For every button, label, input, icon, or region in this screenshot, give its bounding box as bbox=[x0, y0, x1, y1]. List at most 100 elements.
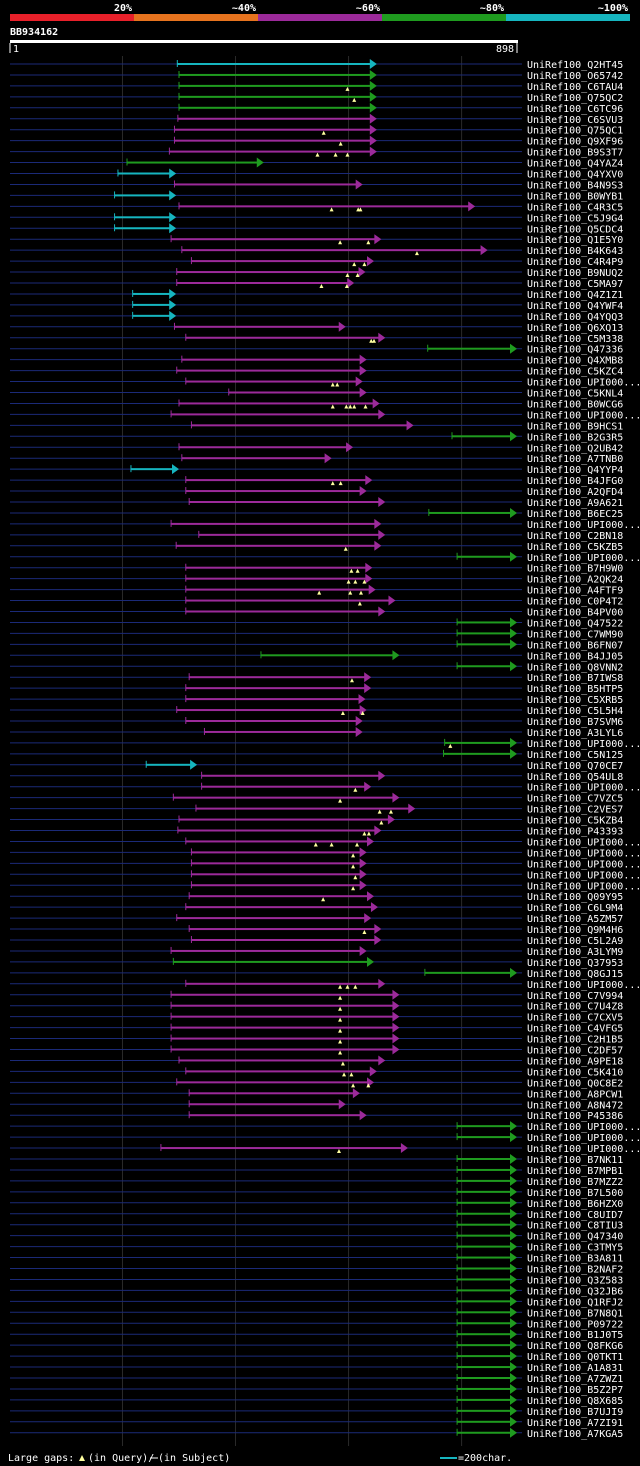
query-gap-marker bbox=[338, 1017, 343, 1022]
hit-arrowhead bbox=[510, 1132, 517, 1143]
hit-arrowhead bbox=[369, 124, 377, 135]
hit-label: UniRef100_B0WCG6 bbox=[527, 399, 623, 410]
hit-arrowhead bbox=[510, 628, 517, 639]
hit-label: UniRef100_C5L2A9 bbox=[527, 936, 623, 947]
hit-label: UniRef100_B7IWS8 bbox=[527, 673, 623, 684]
hit-label: UniRef100_A7TNB0 bbox=[527, 454, 623, 465]
hit-arrowhead bbox=[510, 1197, 517, 1208]
hit-arrowhead bbox=[369, 102, 377, 113]
hit-label: UniRef100_B6FN07 bbox=[527, 640, 623, 651]
hit-arrowhead bbox=[378, 497, 386, 507]
hit-label: UniRef100_UPI000... bbox=[527, 980, 640, 991]
hit-label: UniRef100_Q09Y95 bbox=[527, 892, 623, 903]
hit-bar bbox=[457, 1278, 511, 1281]
query-end-label: 898 bbox=[496, 44, 514, 55]
query-gap-marker bbox=[338, 1050, 343, 1055]
query-gap-marker bbox=[362, 579, 367, 584]
hit-label: UniRef100_Q4YQQ3 bbox=[527, 312, 623, 323]
hit-arrowhead bbox=[355, 726, 363, 737]
hit-label: UniRef100_C3TMY5 bbox=[527, 1243, 623, 1254]
query-gap-marker bbox=[338, 481, 343, 486]
hit-arrowhead bbox=[510, 1329, 517, 1340]
hit-arrowhead bbox=[387, 814, 395, 825]
hit-arrowhead bbox=[510, 1373, 517, 1383]
hit-label: UniRef100_C5MA97 bbox=[527, 279, 623, 290]
hit-bar bbox=[427, 347, 511, 350]
hit-label: UniRef100_B7H9W0 bbox=[527, 564, 623, 575]
hit-arrowhead bbox=[359, 847, 367, 858]
hit-bar bbox=[185, 687, 366, 690]
hit-bar bbox=[428, 511, 511, 514]
hit-bar bbox=[173, 796, 394, 799]
hit-label: UniRef100_UPI000... bbox=[527, 1122, 640, 1133]
hit-label: UniRef100_B7UJI9 bbox=[527, 1407, 623, 1418]
hit-bar bbox=[424, 971, 511, 974]
hit-bar bbox=[171, 1004, 394, 1007]
hit-bar bbox=[171, 993, 394, 996]
hit-label: UniRef100_C8UID7 bbox=[527, 1210, 623, 1221]
hit-arrowhead bbox=[338, 321, 346, 332]
hit-label: UniRef100_Q47336 bbox=[527, 345, 623, 356]
hit-label: UniRef100_P45386 bbox=[527, 1111, 623, 1122]
query-gap-marker bbox=[351, 1083, 356, 1088]
hit-bar bbox=[171, 1015, 394, 1018]
query-gap-marker bbox=[317, 590, 322, 595]
hit-bar bbox=[171, 238, 376, 241]
hit-bar bbox=[177, 829, 376, 832]
hit-arrowhead bbox=[364, 672, 372, 683]
hit-arrowhead bbox=[172, 464, 179, 475]
query-gap-marker bbox=[366, 240, 371, 245]
hit-arrowhead bbox=[408, 803, 416, 814]
hit-arrowhead bbox=[355, 716, 363, 726]
hit-bar bbox=[185, 599, 390, 602]
hit-arrowhead bbox=[392, 1000, 400, 1011]
query-gap-marker bbox=[349, 1072, 354, 1077]
query-gap-marker bbox=[352, 262, 357, 267]
query-gap-marker bbox=[349, 678, 354, 683]
identity-color-scale bbox=[10, 14, 630, 21]
hit-bar bbox=[457, 1212, 511, 1215]
hit-label: UniRef100_Q6XQ13 bbox=[527, 323, 623, 334]
hit-bar bbox=[189, 1114, 361, 1117]
hit-arrowhead bbox=[169, 288, 177, 299]
hit-label: UniRef100_C4VFG5 bbox=[527, 1024, 623, 1035]
hit-label: UniRef100_UPI000... bbox=[527, 1133, 640, 1144]
query-gap-marker bbox=[345, 152, 350, 157]
hit-arrowhead bbox=[359, 869, 367, 880]
query-gap-marker bbox=[355, 842, 360, 847]
hit-label: UniRef100_C5XRB5 bbox=[527, 695, 623, 706]
hit-arrowhead bbox=[510, 1285, 517, 1296]
hit-label: UniRef100_B7N8Q1 bbox=[527, 1308, 623, 1319]
hit-arrowhead bbox=[510, 967, 517, 978]
hit-label: UniRef100_C2DF57 bbox=[527, 1046, 623, 1057]
hit-label: UniRef100_Q3Z583 bbox=[527, 1275, 623, 1286]
hit-bar bbox=[185, 490, 361, 493]
hit-label: UniRef100_Q4XMB8 bbox=[527, 356, 623, 367]
hit-arrowhead bbox=[369, 1066, 377, 1077]
hit-label: UniRef100_A4FTF9 bbox=[527, 586, 623, 597]
query-ruler bbox=[10, 40, 518, 43]
hit-bar bbox=[177, 63, 371, 65]
hit-label: UniRef100_C7U4Z8 bbox=[527, 1002, 623, 1013]
hit-label: UniRef100_B9NUQ2 bbox=[527, 268, 623, 279]
hit-arrowhead bbox=[392, 792, 400, 803]
hit-bar bbox=[114, 216, 171, 219]
hit-bar bbox=[195, 807, 410, 810]
hit-arrowhead bbox=[367, 256, 374, 267]
hit-arrowhead bbox=[369, 135, 377, 146]
hit-arrowhead bbox=[510, 1296, 517, 1307]
hit-arrowhead bbox=[510, 737, 517, 748]
hit-label: UniRef100_B3A811 bbox=[527, 1254, 623, 1265]
query-gap-marker bbox=[352, 97, 357, 102]
hit-arrowhead bbox=[510, 431, 517, 442]
hit-arrowhead bbox=[338, 1099, 346, 1110]
hit-label: UniRef100_C6TAU4 bbox=[527, 82, 623, 93]
query-gap-marker bbox=[321, 897, 326, 902]
hit-label: UniRef100_P43393 bbox=[527, 827, 623, 838]
hit-label: UniRef100_Q8FKG6 bbox=[527, 1341, 623, 1352]
hit-label: UniRef100_B0WYB1 bbox=[527, 191, 623, 202]
hit-bar bbox=[179, 1059, 380, 1062]
hit-label: UniRef100_A3LYM9 bbox=[527, 947, 623, 958]
hit-bar bbox=[457, 1136, 511, 1139]
hit-arrowhead bbox=[510, 1362, 517, 1373]
